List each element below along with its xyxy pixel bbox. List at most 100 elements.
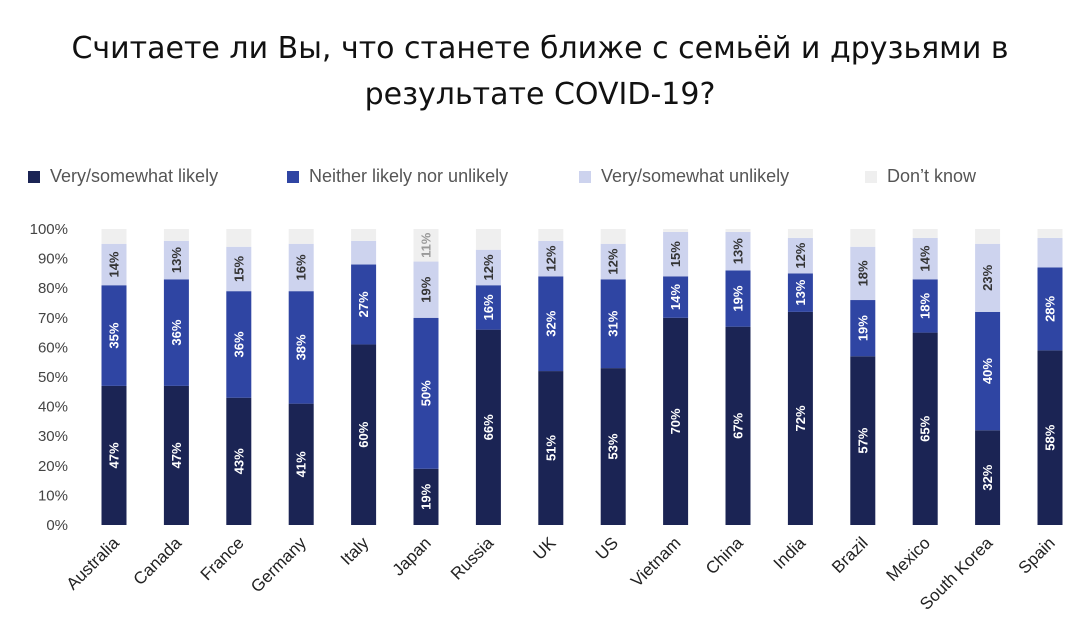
bar-segment xyxy=(912,332,938,525)
chart-legend: Very/somewhat likely Neither likely nor … xyxy=(0,166,1080,190)
data-label: 15% xyxy=(668,241,683,267)
bar-segment xyxy=(600,279,626,369)
legend-label: Very/somewhat likely xyxy=(50,166,219,186)
bar-segment xyxy=(413,229,439,262)
bar-segment xyxy=(1037,229,1063,238)
bar-segment xyxy=(787,311,813,525)
bar-segment xyxy=(101,385,127,525)
bar-segment xyxy=(912,237,938,280)
bar-segment xyxy=(787,273,813,312)
data-label: 16% xyxy=(294,254,309,280)
data-label: 15% xyxy=(231,256,246,282)
bar-segment xyxy=(787,237,813,274)
bar-segment xyxy=(725,326,751,525)
bar-segment xyxy=(975,311,1001,431)
bar-segment xyxy=(413,468,439,525)
data-label: 14% xyxy=(918,245,933,271)
data-label: 13% xyxy=(731,238,746,264)
data-label: 11% xyxy=(419,232,434,258)
y-tick-label: 80% xyxy=(38,280,68,297)
data-label: 28% xyxy=(1043,295,1058,321)
bar-segment xyxy=(538,371,564,525)
data-label: 12% xyxy=(793,242,808,268)
bar-segment xyxy=(475,249,501,286)
bar-segment xyxy=(351,264,377,345)
bar-segment xyxy=(663,276,689,318)
y-tick-label: 100% xyxy=(30,221,68,238)
x-category-label: China xyxy=(702,533,747,578)
data-label: 19% xyxy=(855,315,870,341)
bar-segment xyxy=(912,279,938,333)
bar-segment xyxy=(413,317,439,469)
legend-swatch xyxy=(579,170,591,183)
legend-item-unlikely: Very/somewhat unlikely xyxy=(579,166,789,187)
bar-segment xyxy=(351,240,377,265)
data-label: 36% xyxy=(231,331,246,357)
x-category-label: Australia xyxy=(63,533,124,594)
data-label: 70% xyxy=(668,408,683,434)
bar-segment xyxy=(787,229,813,238)
data-label: 19% xyxy=(419,276,434,302)
x-category-label: Spain xyxy=(1015,533,1059,577)
bar-segment xyxy=(351,229,377,241)
data-label: 58% xyxy=(1043,424,1058,450)
bar-segment xyxy=(725,270,751,327)
x-category-label: Japan xyxy=(389,533,435,579)
bar-segment xyxy=(663,229,689,232)
bar-segment xyxy=(288,291,314,404)
legend-label: Neither likely nor unlikely xyxy=(309,166,509,186)
data-label: 23% xyxy=(980,264,995,290)
x-category-label: Brazil xyxy=(828,533,871,576)
bar-segment xyxy=(975,229,1001,244)
y-tick-label: 60% xyxy=(38,339,68,356)
x-category-label: France xyxy=(197,533,248,584)
data-label: 12% xyxy=(543,245,558,271)
legend-swatch xyxy=(865,170,877,183)
chart-title: Считаете ли Вы, что станете ближе с семь… xyxy=(0,26,1080,118)
bar-segment xyxy=(475,229,501,250)
data-label: 41% xyxy=(294,451,309,477)
bar-segment xyxy=(725,229,751,232)
y-tick-label: 0% xyxy=(46,517,68,534)
data-label: 19% xyxy=(731,285,746,311)
bar-segment xyxy=(975,430,1001,525)
x-category-label: US xyxy=(592,533,622,563)
data-label: 12% xyxy=(606,248,621,274)
bar-segment xyxy=(101,285,127,386)
data-label: 16% xyxy=(481,294,496,320)
data-label: 66% xyxy=(481,414,496,440)
legend-label: Very/somewhat unlikely xyxy=(601,166,790,186)
bar-segment xyxy=(975,243,1001,312)
y-tick-label: 20% xyxy=(38,458,68,475)
bar-segment xyxy=(163,229,189,241)
y-tick-label: 30% xyxy=(38,428,68,445)
data-label: 67% xyxy=(731,412,746,438)
bar-segment xyxy=(288,243,314,292)
data-label: 27% xyxy=(356,291,371,317)
data-label: 53% xyxy=(606,433,621,459)
legend-swatch xyxy=(287,170,299,183)
data-label: 72% xyxy=(793,405,808,431)
bar-segment xyxy=(475,285,501,330)
data-label: 31% xyxy=(606,310,621,336)
bar-segment xyxy=(850,229,876,247)
data-label: 14% xyxy=(107,251,122,277)
legend-swatch xyxy=(28,170,40,183)
bar-segment xyxy=(226,246,252,292)
legend-item-dont-know: Don’t know xyxy=(865,166,976,187)
data-label: 18% xyxy=(855,260,870,286)
x-category-label: Vietnam xyxy=(627,533,684,590)
bar-segment xyxy=(538,240,564,277)
bar-segment xyxy=(1037,350,1063,525)
data-label: 13% xyxy=(169,247,184,273)
bar-segment xyxy=(600,243,626,280)
data-label: 36% xyxy=(169,319,184,345)
data-label: 43% xyxy=(231,448,246,474)
data-label: 35% xyxy=(107,322,122,348)
bar-segment xyxy=(663,317,689,525)
bar-segment xyxy=(538,276,564,372)
legend-label: Don’t know xyxy=(887,166,977,186)
bar-segment xyxy=(288,403,314,525)
bar-segment xyxy=(850,246,876,301)
